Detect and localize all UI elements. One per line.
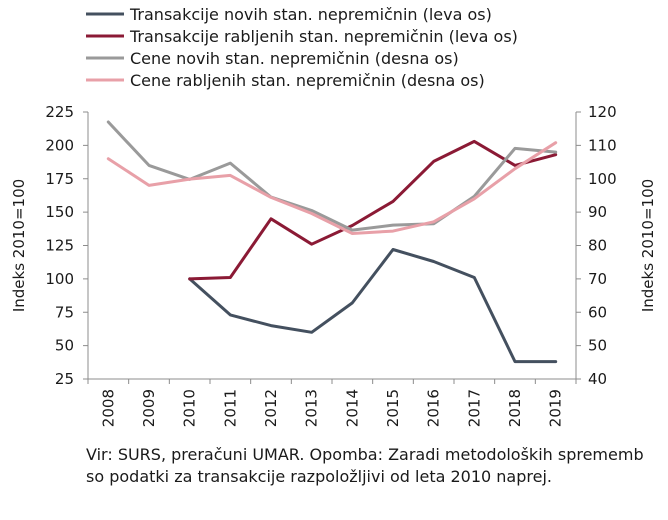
left-tick-label: 25 — [55, 370, 74, 388]
x-tick-label: 2016 — [425, 389, 443, 427]
plot-area: 25 50 75 100 125 150 175 200 225 40 50 60 70 80 90 100 1… — [10, 103, 657, 427]
right-tick-label: 100 — [588, 170, 617, 188]
left-tick-label: 150 — [45, 203, 74, 221]
legend-label-4: Cene rabljenih stan. nepremičnin (desna … — [130, 71, 485, 90]
left-tick-label: 50 — [55, 337, 74, 355]
x-tick-label: 2014 — [343, 389, 361, 427]
left-tick-label: 75 — [55, 303, 74, 321]
right-axis-title: Indeks 2010=100 — [639, 179, 657, 312]
legend-label-3: Cene novih stan. nepremičnin (desna os) — [130, 49, 459, 68]
source-note: Vir: SURS, preračuni UMAR. Opomba: Zarad… — [86, 445, 644, 486]
right-tick-label: 70 — [588, 270, 607, 288]
x-tick-label: 2015 — [384, 389, 402, 427]
right-tick-label: 90 — [588, 203, 607, 221]
x-tick-label: 2018 — [506, 389, 524, 427]
series-line-3 — [106, 120, 558, 232]
legend: Transakcije novih stan. nepremičnin (lev… — [86, 5, 518, 90]
right-tick-label: 60 — [588, 303, 607, 321]
x-tick-label: 2010 — [181, 389, 199, 427]
series-line-2 — [188, 139, 558, 281]
left-tick-label: 225 — [45, 103, 74, 121]
left-tick-label: 125 — [45, 237, 74, 255]
line-chart: Transakcije novih stan. nepremičnin (lev… — [10, 5, 657, 427]
legend-label-2: Transakcije rabljenih stan. nepremičnin … — [129, 27, 518, 46]
left-tick-label: 200 — [45, 136, 74, 154]
left-tick-label: 175 — [45, 170, 74, 188]
x-tick-label: 2008 — [99, 389, 117, 427]
x-tick-label: 2011 — [221, 389, 239, 427]
right-tick-label: 50 — [588, 337, 607, 355]
right-tick-label: 120 — [588, 103, 617, 121]
left-axis-title: Indeks 2010=100 — [10, 179, 28, 312]
right-tick-label: 80 — [588, 237, 607, 255]
legend-label-1: Transakcije novih stan. nepremičnin (lev… — [129, 5, 492, 24]
left-tick-label: 100 — [45, 270, 74, 288]
series-line-1 — [188, 248, 558, 364]
x-tick-label: 2009 — [140, 389, 158, 427]
x-tick-label: 2012 — [262, 389, 280, 427]
series-line-4 — [106, 141, 558, 235]
right-tick-label: 40 — [588, 370, 607, 388]
right-tick-label: 110 — [588, 136, 617, 154]
x-tick-label: 2013 — [303, 389, 321, 427]
x-tick-label: 2019 — [547, 389, 565, 427]
x-tick-label: 2017 — [465, 389, 483, 427]
